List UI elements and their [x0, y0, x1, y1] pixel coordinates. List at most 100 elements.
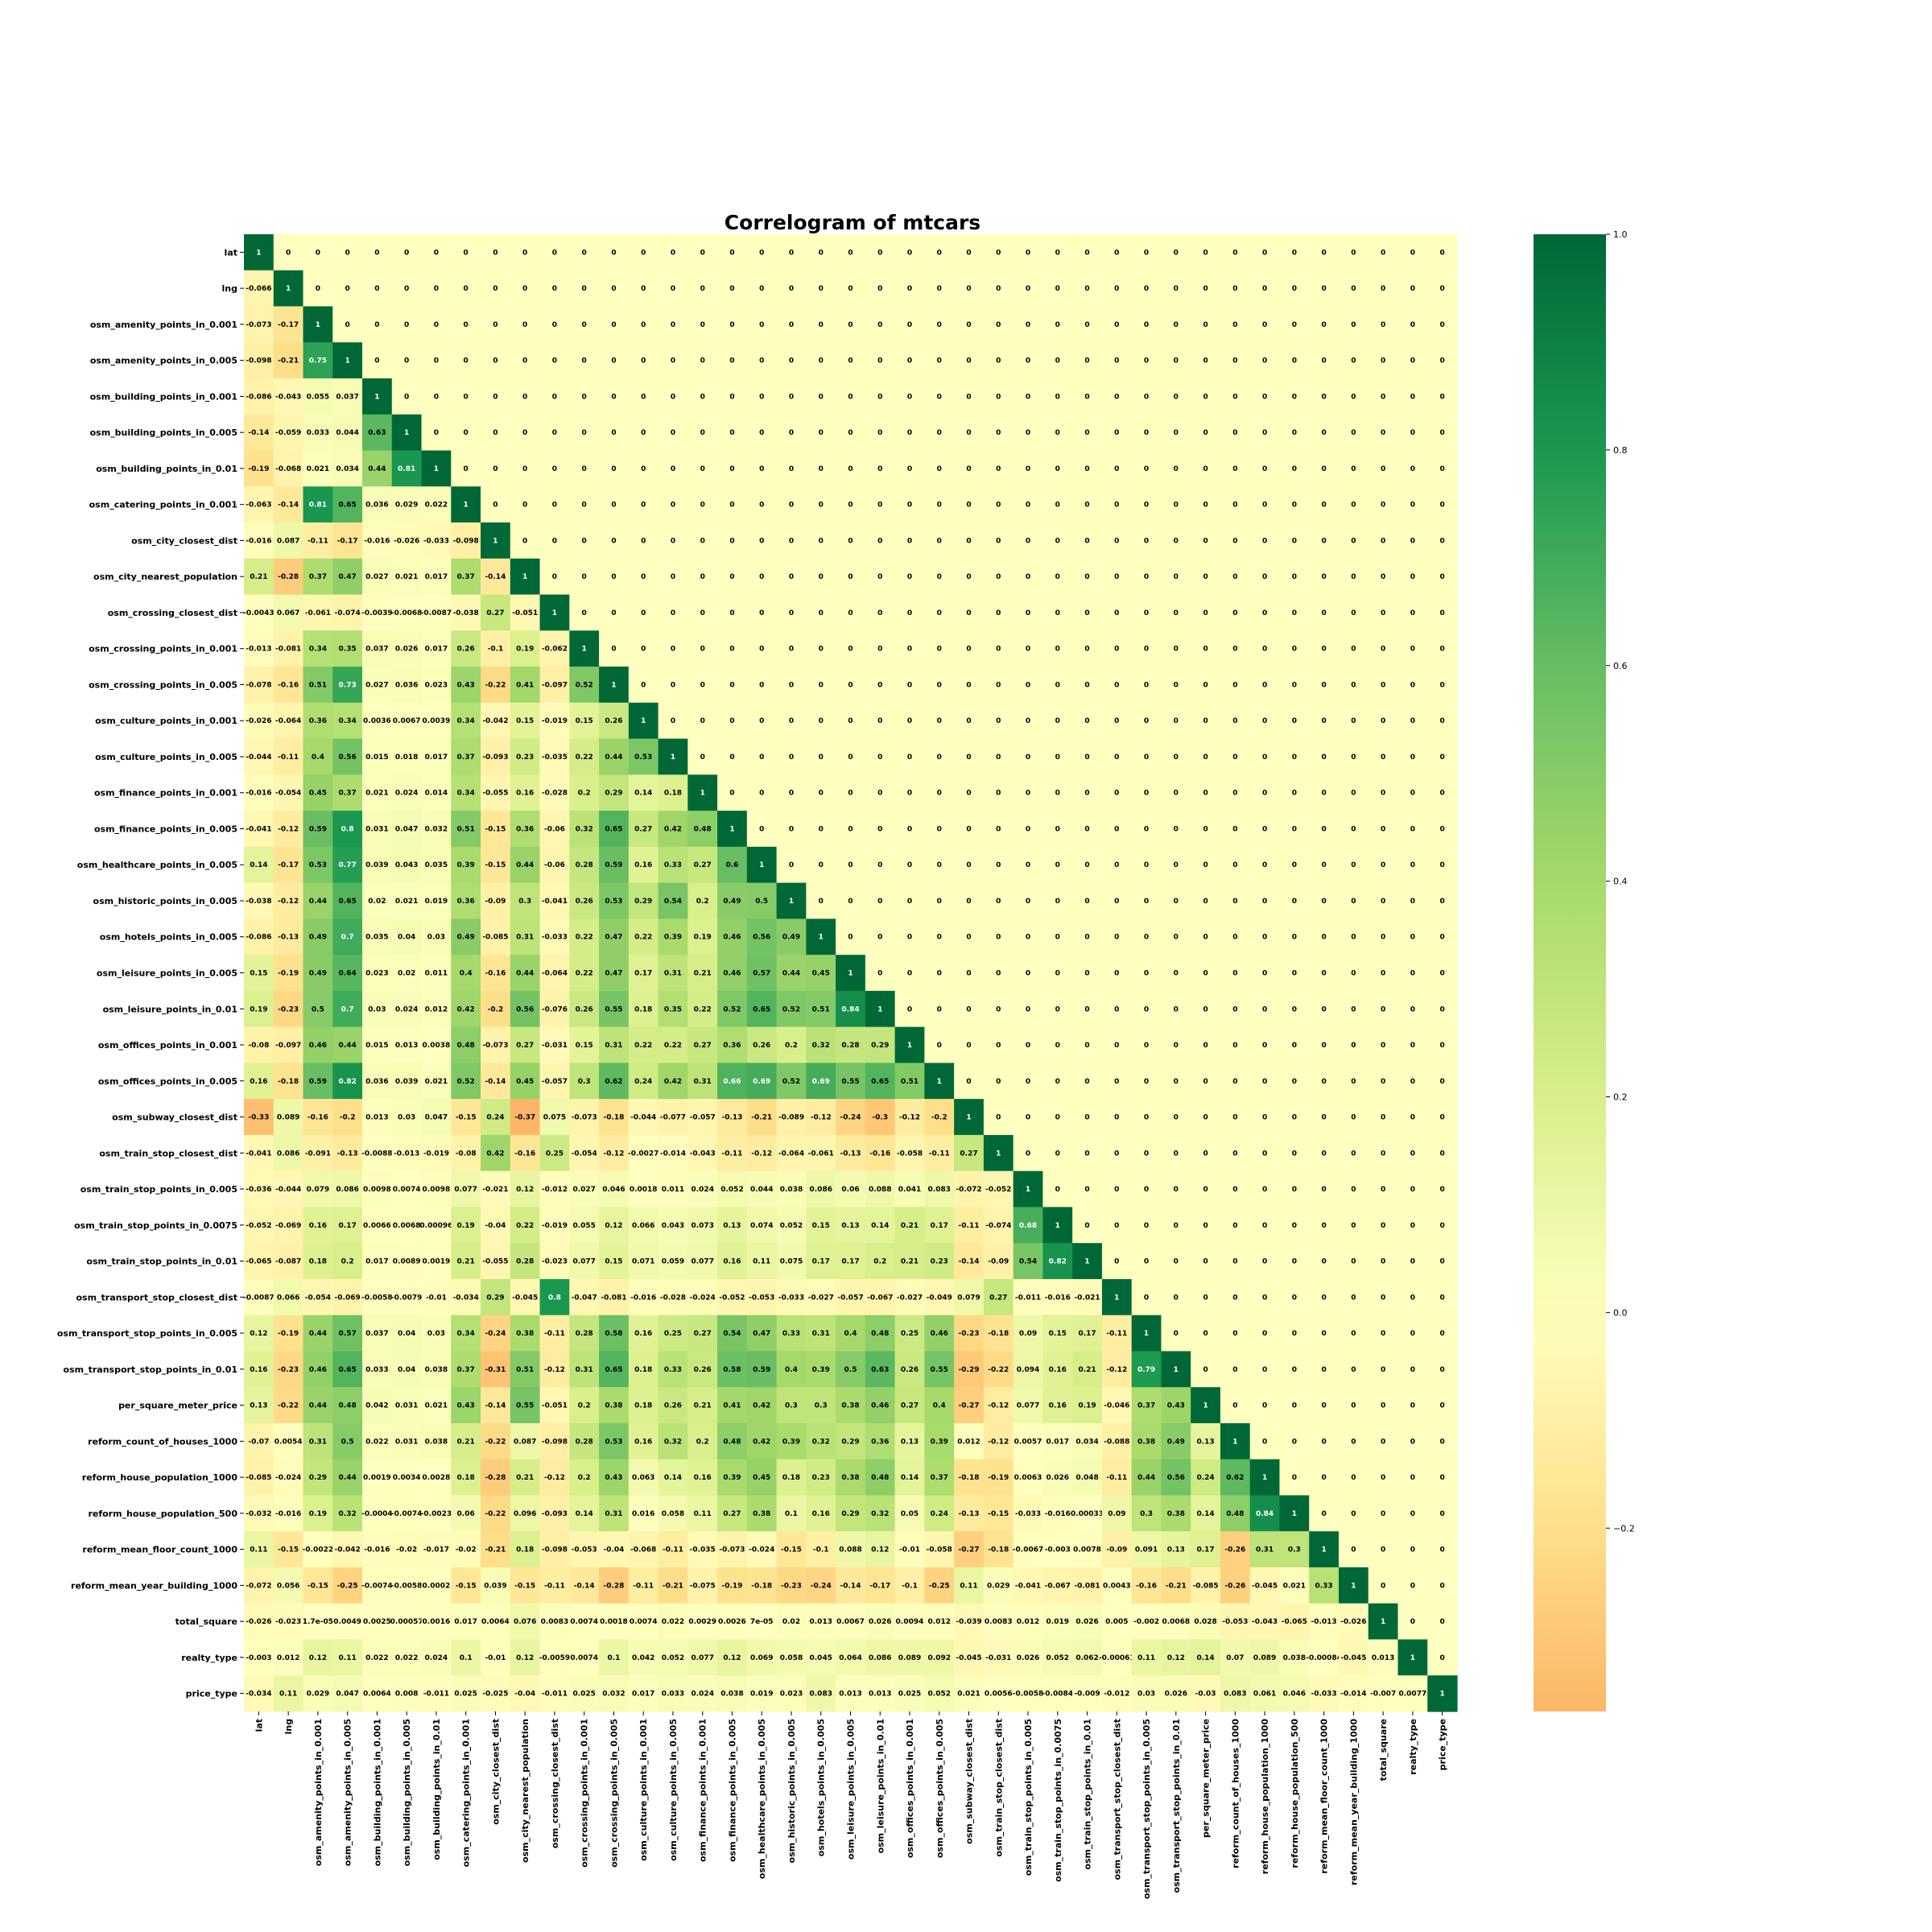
- cell-value-label: 0: [582, 537, 587, 545]
- cell-value-label: 0.073: [691, 1222, 713, 1230]
- cell-value-label: 0: [1055, 537, 1060, 545]
- heatmap-cell: [1220, 594, 1251, 631]
- cell-value-label: 0.044: [336, 429, 358, 437]
- heatmap-cell: [1191, 378, 1221, 415]
- cell-value-label: 0.8: [341, 825, 354, 833]
- cell-value-label: 0: [1410, 1114, 1415, 1122]
- heatmap-cell: [658, 342, 688, 379]
- cell-value-label: 0: [1026, 753, 1030, 762]
- cell-value-label: 0: [1144, 1150, 1149, 1158]
- cell-value-label: 0: [1055, 934, 1060, 942]
- cell-value-label: 0.55: [605, 1005, 622, 1013]
- row-label: osm_leisure_points_in_0.01: [103, 1004, 237, 1014]
- cell-value-label: 0.059: [662, 1258, 684, 1266]
- heatmap-cell: [954, 594, 985, 631]
- column-label: osm_leisure_points_in_0.005: [846, 1719, 857, 1860]
- cell-value-label: 0.012: [425, 1005, 448, 1013]
- cell-value-label: 0: [1174, 861, 1179, 869]
- cell-value-label: 0.11: [1137, 1654, 1155, 1662]
- cell-value-label: 0: [1351, 537, 1356, 545]
- cell-value-label: 0.02: [782, 1618, 800, 1626]
- heatmap-cell: [1427, 558, 1458, 596]
- cell-value-label: -0.11: [959, 1222, 980, 1230]
- cell-value-label: 0: [1439, 1654, 1444, 1662]
- cell-value-label: 0: [877, 537, 882, 545]
- cell-value-label: 0: [937, 753, 942, 762]
- heatmap-cell: [1161, 558, 1191, 596]
- cell-value-label: 0: [819, 465, 824, 473]
- heatmap-cell: [1397, 450, 1428, 487]
- cell-value-label: 0: [966, 825, 971, 833]
- cell-value-label: 0: [1174, 573, 1179, 581]
- cell-value-label: 1: [937, 1078, 942, 1086]
- cell-value-label: 0: [1144, 1005, 1149, 1013]
- cell-value-label: 0.58: [605, 1330, 622, 1338]
- heatmap-cell: [894, 450, 925, 487]
- cell-value-label: 0.28: [841, 1042, 859, 1050]
- cell-value-label: 0.12: [309, 1654, 327, 1662]
- heatmap-cell: [332, 414, 363, 452]
- cell-value-label: 0: [1232, 790, 1237, 798]
- cell-value-label: 0: [877, 357, 882, 365]
- cell-value-label: 0: [759, 502, 764, 510]
- cell-value-label: 1: [1084, 1258, 1089, 1266]
- row-label: osm_leisure_points_in_0.005: [97, 968, 237, 979]
- cell-value-label: -0.009: [1074, 1690, 1100, 1699]
- cell-value-label: 0.069: [750, 1654, 773, 1662]
- cell-value-label: 0: [1351, 717, 1356, 725]
- cell-value-label: 0: [1439, 249, 1444, 257]
- cell-value-label: 0: [1292, 502, 1297, 510]
- heatmap-cell: [421, 630, 452, 667]
- cell-value-label: 0: [374, 285, 379, 293]
- cell-value-label: -0.19: [721, 1582, 742, 1590]
- cell-value-label: 0: [1203, 537, 1208, 545]
- cell-value-label: -0.057: [690, 1114, 716, 1122]
- cell-value-label: 0: [1144, 1078, 1149, 1086]
- heatmap-cell: [776, 594, 807, 631]
- cell-value-label: -0.041: [246, 825, 271, 833]
- heatmap-cell: [924, 270, 955, 308]
- cell-value-label: 0: [1114, 393, 1119, 401]
- cell-value-label: -0.003: [246, 1654, 271, 1662]
- cell-value-label: 0: [1321, 429, 1326, 437]
- cell-value-label: 0.017: [425, 753, 448, 762]
- heatmap-cell: [658, 630, 688, 667]
- cell-value-label: 0.022: [395, 1654, 418, 1662]
- cell-value-label: 0: [1381, 753, 1385, 762]
- cell-value-label: 0: [1144, 321, 1149, 329]
- cell-value-label: 0: [937, 1042, 942, 1050]
- heatmap-cell: [421, 414, 452, 452]
- cell-value-label: 1: [345, 357, 350, 365]
- cell-value-label: 0: [907, 357, 912, 365]
- cell-value-label: 0: [1144, 573, 1149, 581]
- cell-value-label: 0: [493, 249, 497, 257]
- cell-value-label: 0: [1321, 1114, 1326, 1122]
- cell-value-label: 0: [1232, 1402, 1237, 1410]
- cell-value-label: 0.034: [1075, 1438, 1098, 1446]
- heatmap-cell: [273, 378, 304, 415]
- cell-value-label: 0: [996, 646, 1001, 654]
- cell-value-label: 0: [1321, 1005, 1326, 1013]
- cell-value-label: 0.46: [309, 1042, 327, 1050]
- cell-value-label: 0: [759, 465, 764, 473]
- heatmap-cell: [1368, 450, 1399, 487]
- cell-value-label: 0.44: [309, 1330, 327, 1338]
- cell-value-label: -0.25: [337, 1582, 358, 1590]
- cell-value-label: -0.13: [840, 1150, 861, 1158]
- cell-value-label: 0: [1439, 646, 1444, 654]
- heatmap-cell: [776, 306, 807, 343]
- cell-value-label: 0: [1351, 1114, 1356, 1122]
- cell-value-label: 0.03: [398, 1114, 415, 1122]
- cell-value-label: 0: [700, 717, 705, 725]
- cell-value-label: 0.38: [605, 1402, 622, 1410]
- heatmap-cell: [1279, 450, 1310, 487]
- cell-value-label: 0.3: [518, 898, 531, 906]
- cell-value-label: 0: [1262, 1042, 1267, 1050]
- heatmap-cell: [362, 414, 393, 452]
- cell-value-label: -0.024: [275, 1474, 301, 1482]
- cell-value-label: 0: [700, 753, 705, 762]
- cell-value-label: 0: [700, 285, 705, 293]
- cell-value-label: 0.2: [578, 1474, 591, 1482]
- cell-value-label: -0.033: [1015, 1510, 1041, 1518]
- heatmap-cell: [1338, 450, 1369, 487]
